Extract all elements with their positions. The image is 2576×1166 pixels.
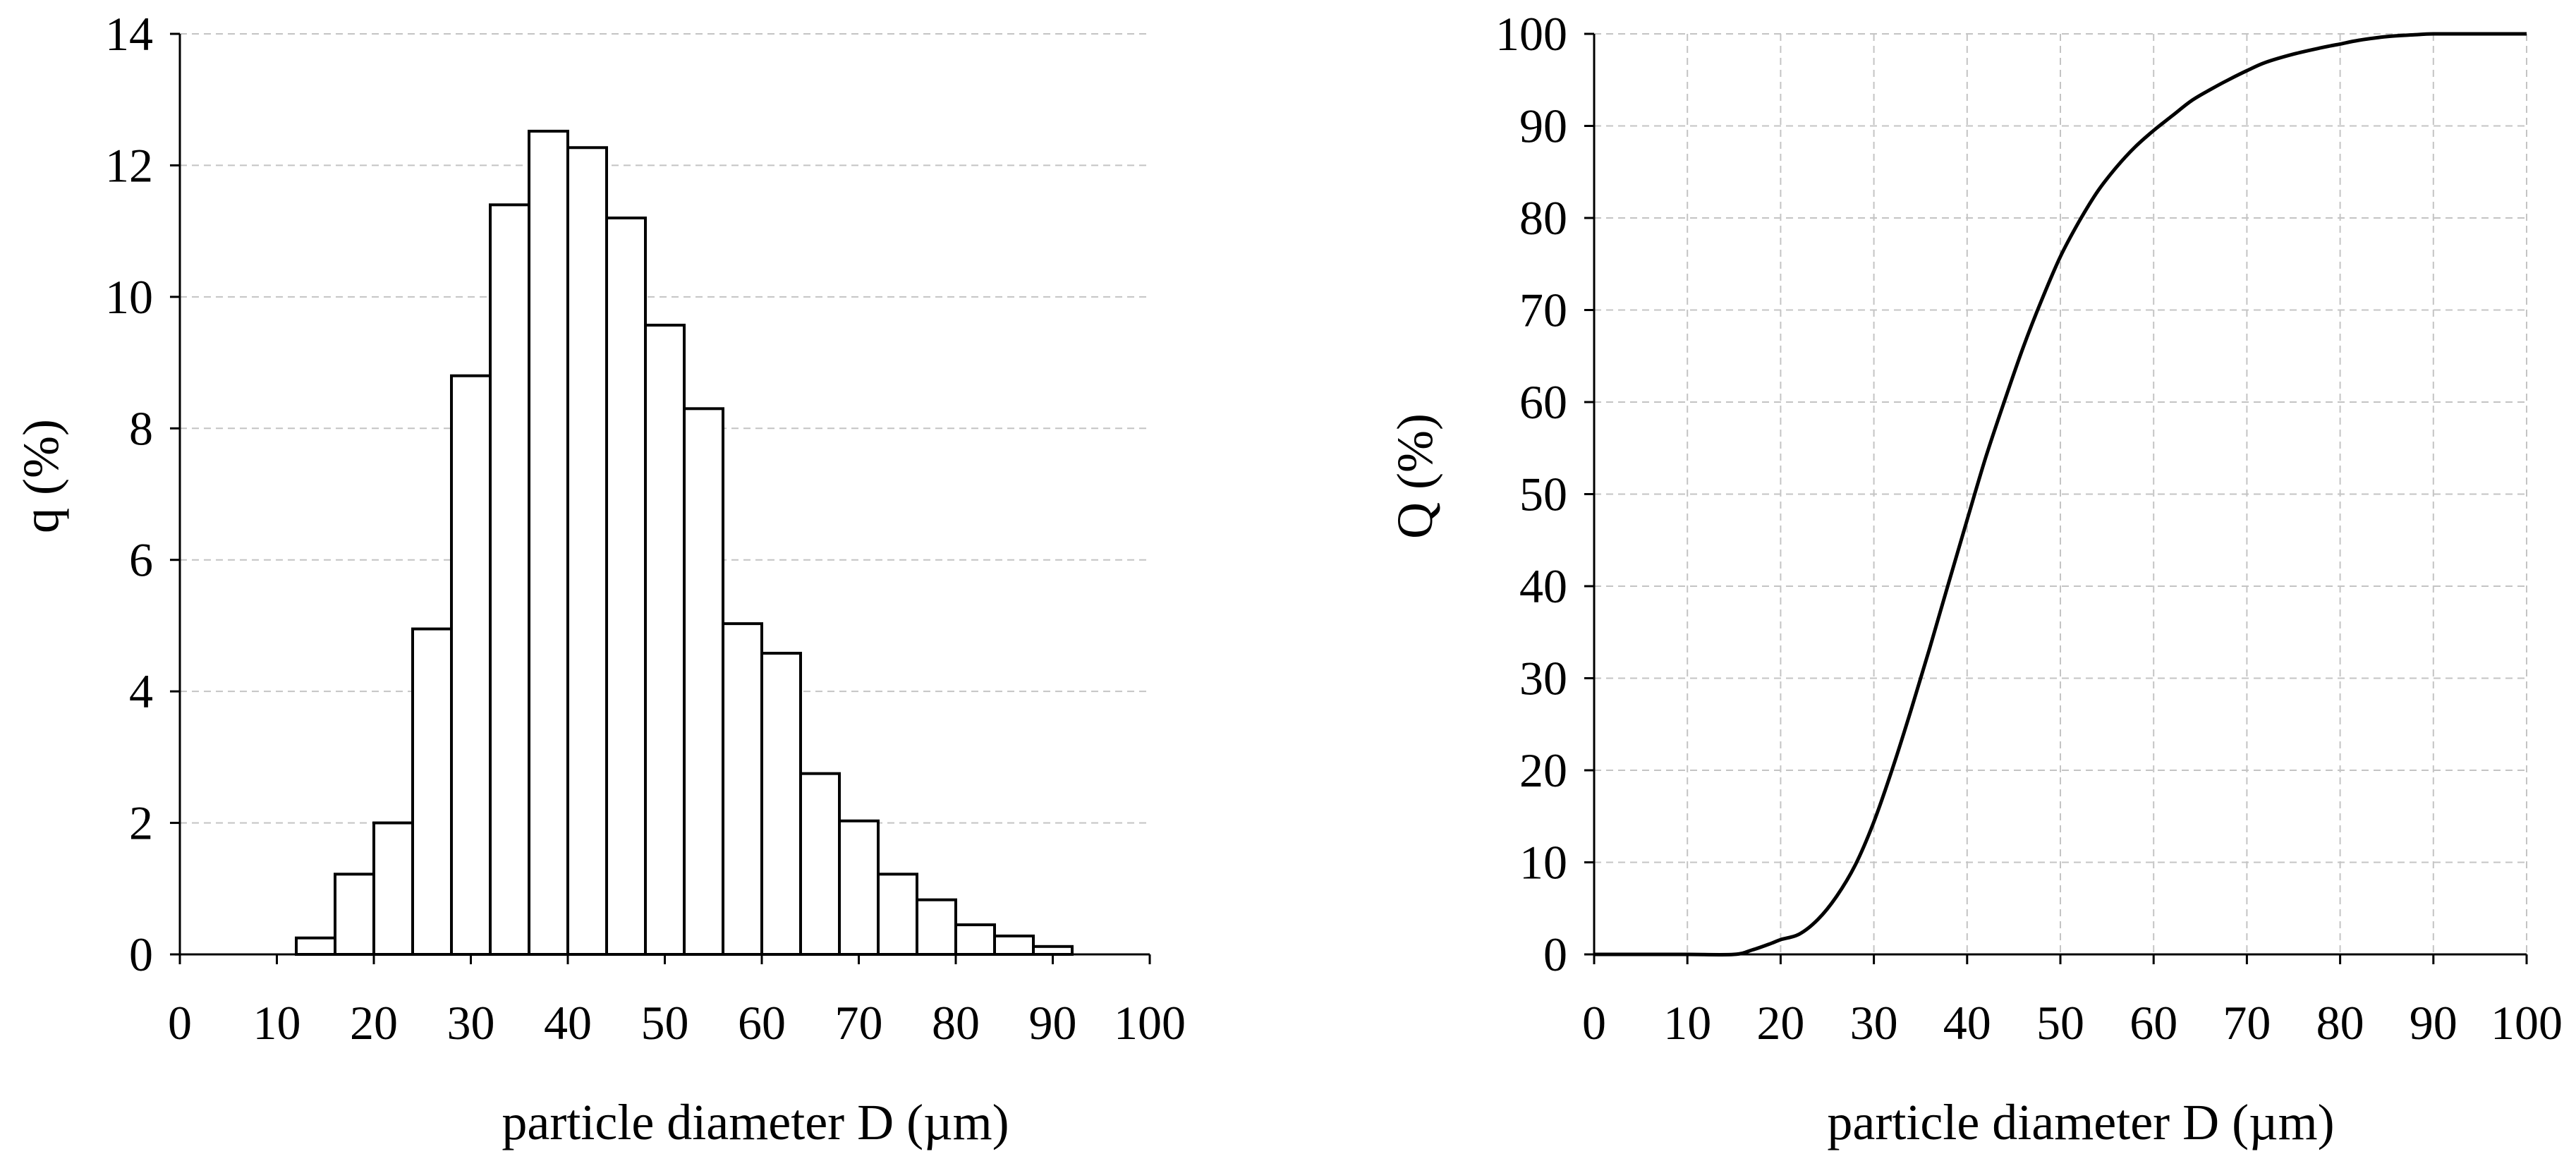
cumulative-gridlines <box>1594 33 2527 954</box>
cumulative-y-tick-label: 90 <box>1519 99 1567 153</box>
histogram-ticks: 0 2 4 6 8 10 12 14 0 10 20 30 40 50 60 70 80 90 100 <box>105 7 1186 1050</box>
cumulative-y-tick-label: 10 <box>1519 836 1567 889</box>
histogram-y-tick-label: 14 <box>105 7 153 61</box>
cumulative-y-tick-label: 50 <box>1519 468 1567 521</box>
histogram-bar <box>295 936 336 956</box>
cumulative-y-tick-label: 30 <box>1519 652 1567 705</box>
histogram-bar <box>1032 945 1074 957</box>
histogram-x-tick-label: 0 <box>168 996 192 1050</box>
cumulative-y-axis-title: Q (%) <box>1387 413 1443 539</box>
histogram-x-axis-title: particle diameter D (µm) <box>502 1094 1009 1150</box>
histogram-bar <box>838 819 880 957</box>
cumulative-x-tick-label: 30 <box>1850 996 1898 1050</box>
histogram-x-tick-label: 50 <box>641 996 689 1050</box>
cumulative-x-tick-label: 100 <box>2491 996 2563 1050</box>
cumulative-x-tick-label: 50 <box>2036 996 2084 1050</box>
histogram-bar <box>799 772 841 957</box>
cumulative-x-tick-label: 40 <box>1943 996 1991 1050</box>
histogram-x-tick-label: 70 <box>835 996 883 1050</box>
cumulative-y-tick-label: 60 <box>1519 375 1567 429</box>
cumulative-curve <box>1593 32 2527 957</box>
cumulative-x-tick-label: 20 <box>1756 996 1804 1050</box>
histogram-bar <box>877 873 918 956</box>
cumulative-ticks: 0 10 20 30 40 50 60 70 80 90 100 0 10 20 30 40 50 60 70 80 9… <box>1495 7 2563 1050</box>
histogram-bar <box>566 146 608 956</box>
histogram-y-tick-label: 10 <box>105 270 153 324</box>
histogram-x-tick-label: 100 <box>1114 996 1186 1050</box>
histogram-y-tick-label: 6 <box>129 533 153 587</box>
cumulative-y-tick-label: 20 <box>1519 743 1567 797</box>
histogram-y-axis-title: q (%) <box>13 419 69 533</box>
cumulative-x-tick-label: 80 <box>2316 996 2364 1050</box>
histogram-x-tick-label: 20 <box>350 996 398 1050</box>
cumulative-x-tick-label: 90 <box>2410 996 2457 1050</box>
histogram-bar <box>760 652 802 956</box>
cumulative-y-tick-label: 0 <box>1543 928 1567 981</box>
histogram-bar <box>993 934 1035 957</box>
histogram-bar <box>722 622 763 956</box>
histogram-bar <box>644 323 686 957</box>
cumulative-y-tick-label: 80 <box>1519 191 1567 245</box>
cumulative-y-tick-label: 40 <box>1519 559 1567 613</box>
histogram-y-tick-label: 2 <box>129 796 153 850</box>
cumulative-distribution-chart: 0 10 20 30 40 50 60 70 80 90 100 0 10 20 30 40 50 60 70 80 9… <box>1387 7 2563 1150</box>
histogram-bar <box>450 374 492 956</box>
histogram-bar <box>489 203 530 956</box>
histogram-bars <box>295 129 1074 957</box>
cumulative-series-line <box>1593 32 2527 957</box>
histogram-bar <box>411 627 453 956</box>
cumulative-x-tick-label: 70 <box>2223 996 2271 1050</box>
histogram-x-tick-label: 60 <box>738 996 786 1050</box>
cumulative-x-tick-label: 10 <box>1663 996 1711 1050</box>
histogram-bar <box>528 129 569 956</box>
histogram-x-tick-label: 30 <box>447 996 495 1050</box>
cumulative-x-axis-title: particle diameter D (µm) <box>1827 1094 2334 1150</box>
histogram-bar <box>605 217 647 956</box>
histogram-bar <box>683 407 724 956</box>
histogram-bar <box>372 821 414 956</box>
histogram-bar <box>334 873 375 956</box>
histogram-bar <box>954 923 996 957</box>
histogram-x-tick-label: 90 <box>1029 996 1077 1050</box>
cumulative-x-tick-label: 0 <box>1582 996 1606 1050</box>
cumulative-x-tick-label: 60 <box>2130 996 2177 1050</box>
cumulative-y-tick-label: 100 <box>1495 7 1567 61</box>
cumulative-y-tick-label: 70 <box>1519 284 1567 337</box>
histogram-y-tick-label: 12 <box>105 138 153 192</box>
histogram-y-tick-label: 4 <box>129 664 153 718</box>
histogram-y-tick-label: 8 <box>129 401 153 455</box>
particle-size-histogram: 0 2 4 6 8 10 12 14 0 10 20 30 40 50 60 70 80 90 100 partic… <box>13 7 1186 1150</box>
histogram-x-tick-label: 80 <box>932 996 980 1050</box>
histogram-x-tick-label: 40 <box>544 996 592 1050</box>
histogram-bar <box>916 898 957 957</box>
histogram-y-tick-label: 0 <box>129 928 153 981</box>
histogram-x-tick-label: 10 <box>253 996 301 1050</box>
